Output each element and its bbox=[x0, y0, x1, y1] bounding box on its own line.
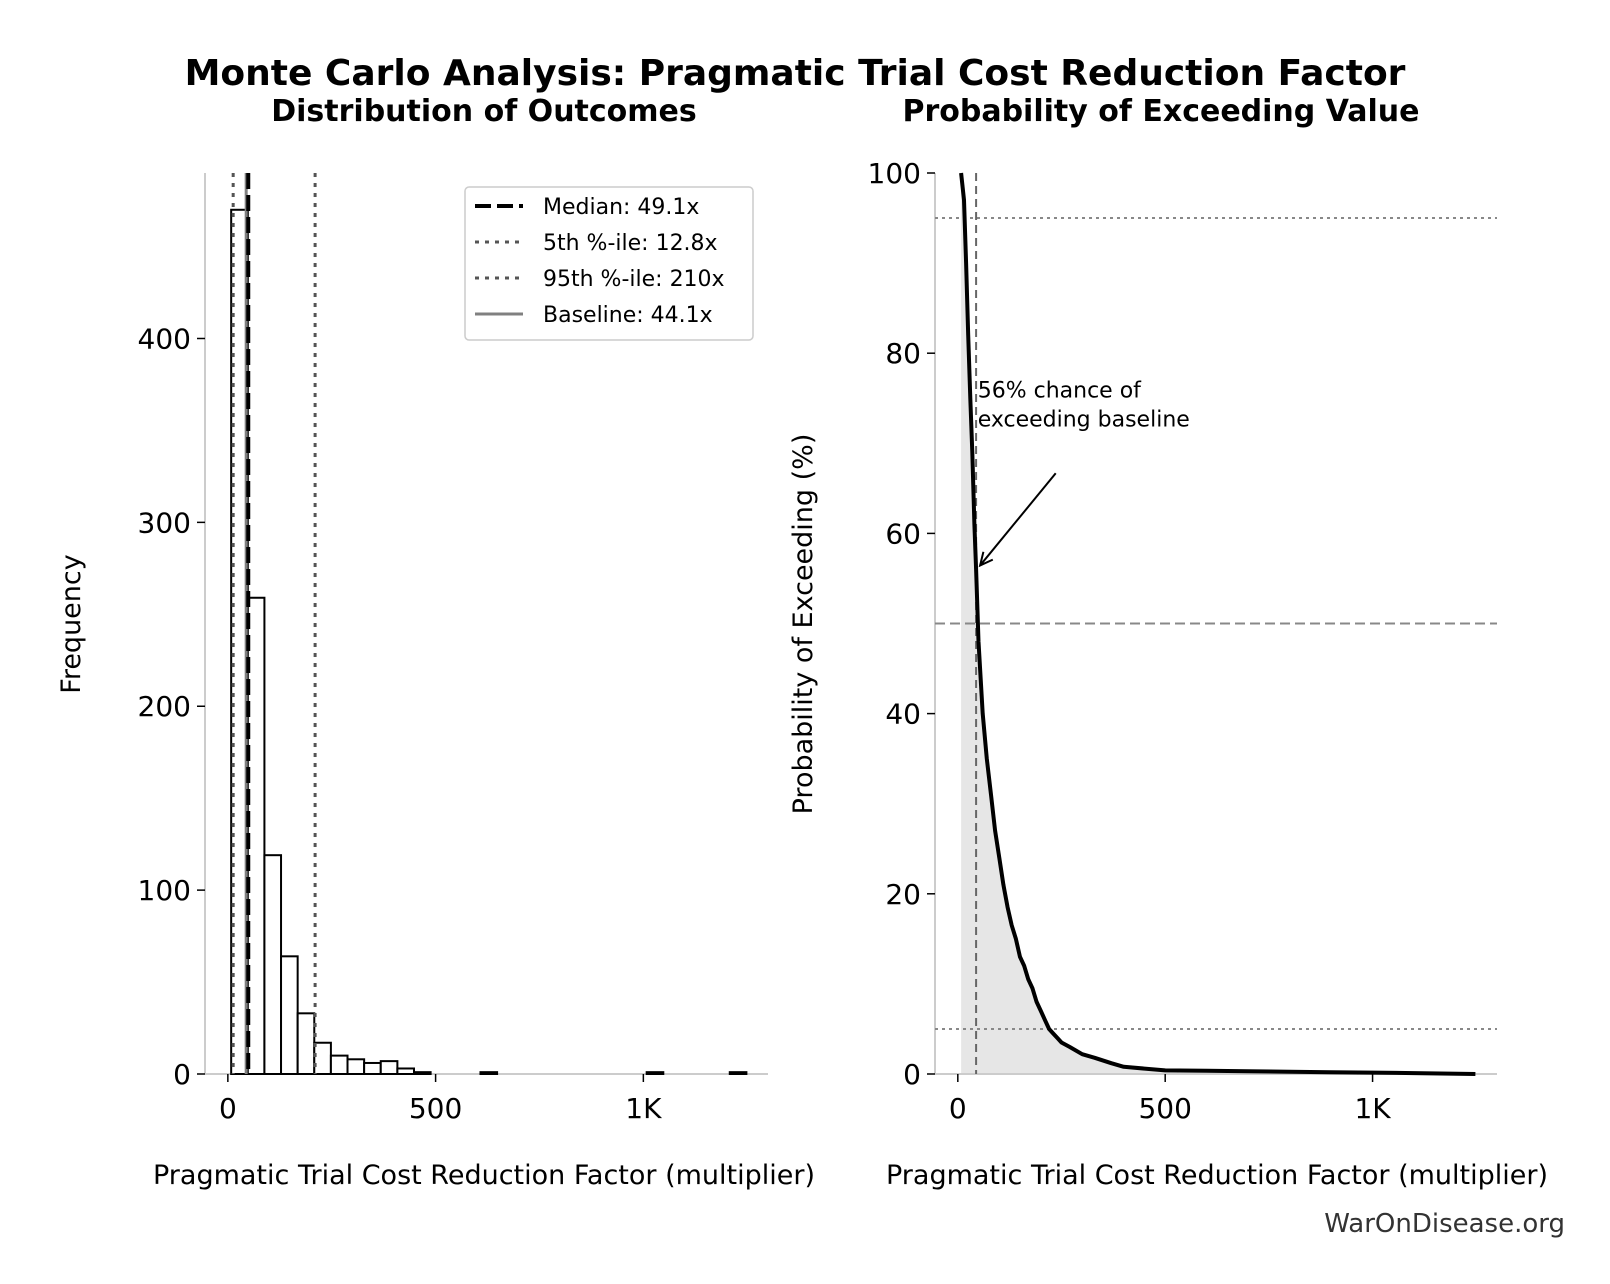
histogram-bar bbox=[728, 1071, 748, 1076]
histogram-bar bbox=[645, 1071, 665, 1076]
exceedance-area bbox=[961, 173, 1476, 1074]
legend-label: 5th %-ile: 12.8x bbox=[543, 231, 718, 256]
legend-label: Baseline: 44.1x bbox=[543, 303, 713, 328]
right-x-axis-label: Pragmatic Trial Cost Reduction Factor (m… bbox=[886, 1160, 1548, 1191]
right-y-axis-label: Probability of Exceeding (%) bbox=[788, 434, 819, 815]
legend-box bbox=[464, 186, 754, 341]
exceedance-panel: 0 20 40 60 80 100 0 500 1K 56% chance of exceeding… bbox=[868, 157, 1497, 1125]
right-panel-title: Probability of Exceeding Value bbox=[902, 94, 1419, 129]
histogram-bar bbox=[280, 955, 299, 1075]
histogram-bar bbox=[479, 1071, 499, 1076]
histogram-bar bbox=[329, 1054, 349, 1076]
right-y-tick-label: 80 bbox=[885, 337, 921, 370]
annotation-arrow-head bbox=[978, 551, 994, 568]
right-y-tick-label: 0 bbox=[903, 1058, 921, 1091]
histogram-bar bbox=[346, 1058, 366, 1075]
left-x-tick-label: 0 bbox=[219, 1092, 237, 1125]
histogram-bar bbox=[396, 1067, 415, 1075]
right-y-tick-label: 100 bbox=[868, 157, 921, 190]
histogram-bar bbox=[412, 1071, 432, 1076]
watermark: WarOnDisease.org bbox=[1324, 1209, 1565, 1239]
annotation-text: exceeding baseline bbox=[978, 407, 1190, 432]
histogram-bar bbox=[379, 1060, 399, 1075]
right-x-tick-label: 500 bbox=[1138, 1092, 1191, 1125]
right-y-tick-label: 20 bbox=[885, 878, 921, 911]
left-y-tick-label: 400 bbox=[138, 322, 191, 355]
histogram-bar bbox=[296, 1012, 316, 1076]
histogram-bar bbox=[363, 1061, 382, 1076]
right-y-tick-label: 40 bbox=[885, 698, 921, 731]
left-panel-title: Distribution of Outcomes bbox=[271, 94, 697, 129]
right-x-tick-label: 1K bbox=[1354, 1092, 1391, 1125]
left-y-tick-label: 300 bbox=[138, 506, 191, 539]
left-y-axis-label: Frequency bbox=[56, 554, 87, 694]
left-x-axis-label: Pragmatic Trial Cost Reduction Factor (m… bbox=[153, 1160, 815, 1191]
legend-label: Median: 49.1x bbox=[543, 195, 699, 220]
annotation-text: 56% chance of bbox=[978, 378, 1142, 403]
right-y-tick-label: 60 bbox=[885, 517, 921, 550]
legend-label: 95th %-ile: 210x bbox=[543, 267, 725, 292]
left-x-tick-label: 1K bbox=[625, 1092, 662, 1125]
right-x-tick-label: 0 bbox=[949, 1092, 967, 1125]
histogram-bar bbox=[246, 596, 266, 1075]
histogram-bar bbox=[313, 1041, 332, 1076]
histogram-panel: 0 100 200 300 400 0 500 1K Median: 49.1x 5th %-il… bbox=[138, 173, 768, 1125]
left-x-tick-label: 500 bbox=[409, 1092, 462, 1125]
annotation-arrow-shaft bbox=[979, 472, 1057, 567]
left-y-tick-label: 200 bbox=[138, 690, 191, 723]
figure-title: Monte Carlo Analysis: Pragmatic Trial Co… bbox=[185, 53, 1406, 94]
left-y-tick-label: 0 bbox=[173, 1058, 191, 1091]
histogram-bar bbox=[263, 854, 283, 1076]
left-y-tick-label: 100 bbox=[138, 874, 191, 907]
exceedance-curve bbox=[959, 172, 1476, 1076]
